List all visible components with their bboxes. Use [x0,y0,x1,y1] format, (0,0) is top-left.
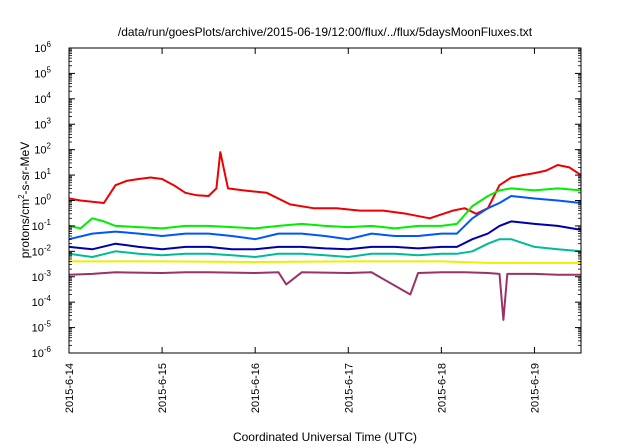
y-tick-label: 106 [34,40,51,55]
y-tick-exponent: 3 [47,116,52,125]
x-tick-label: 2015-6-14 [64,363,76,413]
y-tick-label: 10-6 [32,345,52,360]
series-line-5 [68,238,582,258]
y-tick-base: 10 [34,145,46,157]
x-tick-label: 2015-6-15 [157,363,169,413]
y-tick-exponent: -2 [44,243,52,252]
y-tick-exponent: 4 [47,91,52,100]
y-tick-base: 10 [32,297,44,309]
series-line-3 [68,195,582,241]
y-tick-label: 101 [34,167,51,182]
y-tick-base: 10 [34,119,46,131]
y-tick-exponent: -6 [44,345,52,354]
y-tick-exponent: -5 [44,320,52,329]
y-axis-label: protons/cm2-s-sr-MeV [17,142,32,258]
series-line-2 [68,187,582,230]
x-axis: 2015-6-14 2015-6-15 2015-6-16 2015-6-17 2015… [64,48,541,413]
y-tick-exponent: 1 [47,167,52,176]
y-tick-label: 105 [34,65,51,80]
y-tick-base: 10 [32,348,44,360]
y-tick-base: 10 [32,246,44,258]
y-tick-label: 102 [34,142,51,157]
y-tick-base: 10 [32,323,44,335]
chart-title: /data/run/goesPlots/archive/2015-06-19/1… [118,25,533,39]
y-tick-label: 104 [34,91,51,106]
x-tick-label: 2015-6-16 [250,363,262,413]
x-tick-label: 2015-6-17 [343,363,355,413]
y-tick-base: 10 [32,272,44,284]
y-tick-exponent: 2 [47,142,52,151]
y-tick-label: 10-3 [32,269,52,284]
series-layer [68,151,582,321]
y-axis-label-superscript: 2 [17,194,26,199]
y-axis: 10-610-510-410-310-210-11001011021031041… [32,40,581,360]
y-tick-exponent: -3 [44,269,52,278]
y-tick-label: 103 [34,116,51,131]
y-tick-exponent: -4 [44,294,52,303]
y-axis-label-suffix: -s-sr-MeV [18,142,32,195]
y-tick-base: 10 [34,68,46,80]
y-tick-base: 10 [34,43,46,55]
y-tick-exponent: -1 [44,218,52,227]
y-tick-base: 10 [34,196,46,208]
y-tick-label: 10-5 [32,320,52,335]
x-tick-label: 2015-6-19 [529,363,541,413]
y-tick-label: 10-4 [32,294,52,309]
y-tick-base: 10 [34,170,46,182]
y-tick-base: 10 [32,221,44,233]
y-axis-label-prefix: protons/cm [18,199,32,258]
y-tick-label: 100 [34,193,51,208]
y-tick-base: 10 [34,94,46,106]
y-tick-exponent: 6 [47,40,52,49]
series-line-1 [68,151,582,220]
series-line-4 [68,220,582,251]
y-tick-exponent: 5 [47,65,52,74]
x-axis-label: Coordinated Universal Time (UTC) [233,430,417,444]
x-tick-label: 2015-6-18 [436,363,448,413]
series-line-6 [69,260,581,264]
y-tick-label: 10-1 [32,218,52,233]
y-tick-label: 10-2 [32,243,52,258]
series-line-7 [68,271,581,321]
y-tick-exponent: 0 [47,193,52,202]
